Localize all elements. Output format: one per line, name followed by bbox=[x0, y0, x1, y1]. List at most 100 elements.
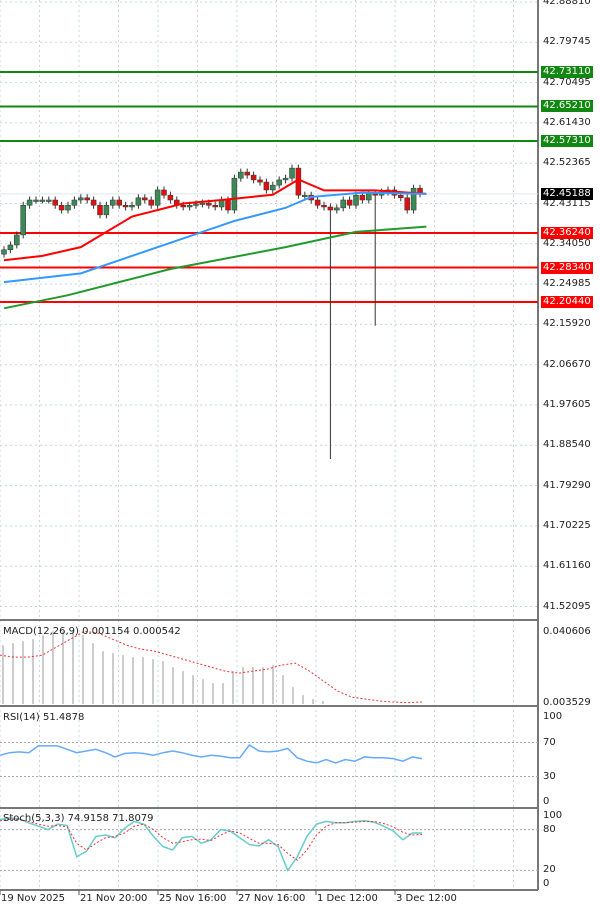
candle-body bbox=[276, 179, 282, 186]
candle-body bbox=[346, 199, 353, 206]
candle-body bbox=[26, 199, 33, 206]
candle-body bbox=[366, 192, 372, 201]
time-tick: 27 Nov 16:00 bbox=[238, 893, 306, 904]
candle-body bbox=[7, 244, 14, 251]
resistance-tag: 42.65210 bbox=[541, 100, 593, 113]
support-tag: 42.20440 bbox=[541, 296, 593, 308]
time-tick: 25 Nov 16:00 bbox=[159, 893, 227, 904]
candle-body bbox=[206, 202, 212, 206]
candle-body bbox=[180, 204, 186, 208]
support-tag: 42.28340 bbox=[541, 261, 593, 274]
candle-body bbox=[404, 197, 410, 211]
candle-body bbox=[161, 189, 167, 196]
moving-average-line bbox=[3, 178, 427, 262]
current-price-tag: 42.45188 bbox=[541, 187, 593, 200]
price-tick: 41.52095 bbox=[543, 600, 591, 612]
candle-body bbox=[46, 199, 52, 202]
price-tick: 42.43115 bbox=[543, 197, 591, 209]
candle-body bbox=[289, 167, 295, 179]
price-tick: 41.97605 bbox=[543, 399, 591, 410]
candle-body bbox=[142, 197, 148, 201]
price-tick: 42.70495 bbox=[543, 76, 591, 88]
resistance-tag: 42.57310 bbox=[541, 134, 593, 147]
candle-body bbox=[340, 199, 346, 209]
candle-body bbox=[327, 206, 334, 211]
candle-body bbox=[302, 194, 308, 197]
candle-body bbox=[116, 199, 122, 206]
price-tick: 41.88540 bbox=[543, 439, 591, 451]
moving-average-line bbox=[3, 191, 427, 284]
candle-body bbox=[231, 177, 238, 211]
candle-body bbox=[39, 199, 46, 202]
rsi-tick: 100 bbox=[543, 711, 563, 722]
candle-body bbox=[129, 204, 135, 208]
candle-body bbox=[263, 181, 270, 191]
candle-body bbox=[167, 194, 174, 201]
price-tick: 42.24985 bbox=[543, 278, 591, 290]
time-tick: 3 Dec 12:00 bbox=[396, 893, 457, 904]
stoch-tick: 0 bbox=[543, 878, 550, 889]
candle-body bbox=[110, 199, 116, 206]
stoch-tick: 20 bbox=[543, 864, 556, 876]
candle-body bbox=[212, 204, 218, 208]
price-tick: 41.70225 bbox=[543, 519, 591, 531]
candle-body bbox=[78, 197, 84, 201]
price-tick: 41.79290 bbox=[543, 479, 591, 491]
rsi-line bbox=[0, 744, 423, 764]
candle-body bbox=[103, 204, 110, 216]
price-tick: 42.15920 bbox=[543, 318, 591, 330]
candle-body bbox=[52, 199, 58, 206]
price-tick: 42.52365 bbox=[543, 157, 591, 169]
price-tick: 41.61160 bbox=[543, 560, 591, 572]
candle-body bbox=[135, 197, 142, 206]
stoch-d-line bbox=[0, 818, 423, 861]
macd-tick: 0.003529 bbox=[543, 697, 591, 708]
candle-body bbox=[199, 202, 206, 205]
candle-body bbox=[321, 204, 327, 208]
candle-body bbox=[314, 199, 321, 206]
candle-body bbox=[1, 249, 7, 255]
stoch-tick: 80 bbox=[543, 823, 556, 835]
candle-body bbox=[225, 199, 231, 211]
candle-body bbox=[33, 199, 39, 202]
candle-body bbox=[334, 207, 340, 211]
macd-tick: 0.040606 bbox=[543, 626, 591, 637]
candle-body bbox=[244, 171, 250, 176]
time-tick: 19 Nov 2025 bbox=[1, 893, 66, 904]
candle-body bbox=[193, 203, 199, 206]
candle-body bbox=[58, 204, 65, 211]
candle-body bbox=[250, 174, 257, 181]
moving-average-line bbox=[3, 225, 427, 310]
candle-body bbox=[122, 204, 129, 208]
price-tick: 42.88810 bbox=[543, 0, 591, 7]
candle-body bbox=[84, 197, 90, 201]
candle-body bbox=[97, 204, 103, 216]
price-tick: 42.06670 bbox=[543, 358, 591, 370]
candle-body bbox=[257, 179, 263, 183]
candle-body bbox=[71, 199, 78, 206]
rsi-label: RSI(14) 51.4878 bbox=[3, 712, 85, 723]
candle-body bbox=[398, 194, 404, 199]
candle-body bbox=[410, 187, 417, 211]
rsi-tick: 0 bbox=[543, 796, 550, 807]
price-tick: 42.34050 bbox=[543, 237, 591, 249]
candle-body bbox=[353, 194, 359, 206]
macd-label: MACD(12,26,9) 0.001154 0.000542 bbox=[3, 626, 181, 637]
candle-body bbox=[90, 199, 97, 206]
candle-body bbox=[148, 199, 154, 206]
price-tick: 42.79745 bbox=[543, 36, 591, 48]
stoch-label: Stoch(5,3,3) 74.9158 71.8079 bbox=[3, 813, 154, 824]
time-tick: 21 Nov 20:00 bbox=[80, 893, 148, 904]
resistance-tag: 42.73110 bbox=[541, 66, 593, 78]
stoch-tick: 100 bbox=[543, 810, 563, 821]
price-tick: 42.61430 bbox=[543, 116, 591, 128]
rsi-tick: 30 bbox=[543, 770, 556, 782]
support-tag: 42.36240 bbox=[541, 227, 593, 239]
candle-body bbox=[154, 189, 161, 206]
candle-body bbox=[20, 204, 26, 236]
rsi-tick: 70 bbox=[543, 736, 556, 748]
candle-body bbox=[359, 194, 366, 201]
candle-body bbox=[186, 204, 193, 208]
